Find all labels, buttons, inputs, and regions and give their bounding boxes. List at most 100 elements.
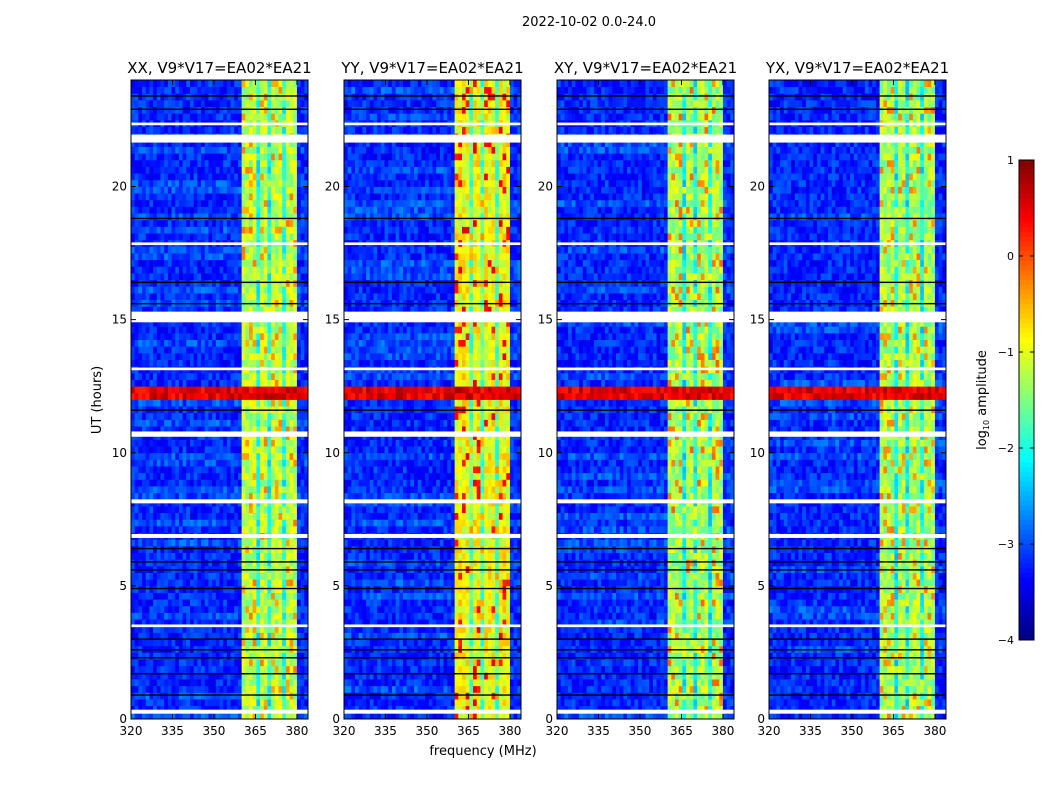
- heatmap-cell: [135, 260, 139, 267]
- heatmap-cell: [138, 220, 142, 227]
- heatmap-cell: [227, 127, 231, 134]
- heatmap-cell: [153, 506, 157, 513]
- heatmap-cell: [275, 173, 279, 180]
- heatmap-cell: [175, 187, 179, 194]
- heatmap-cell: [157, 333, 161, 340]
- heatmap-cell: [264, 546, 268, 553]
- heatmap-cell: [135, 333, 139, 340]
- heatmap-cell: [197, 393, 201, 400]
- heatmap-cell: [183, 266, 187, 273]
- heatmap-cell: [510, 686, 514, 693]
- heatmap-cell: [279, 326, 283, 333]
- heatmap-cell: [168, 326, 172, 333]
- heatmap-cell: [172, 439, 176, 446]
- heatmap-cell: [175, 479, 179, 486]
- heatmap-cell: [231, 266, 235, 273]
- heatmap-cell: [183, 573, 187, 580]
- heatmap-cell: [175, 486, 179, 493]
- heatmap-cell: [175, 586, 179, 593]
- heatmap-cell: [146, 153, 150, 160]
- heatmap-cell: [201, 193, 205, 200]
- heatmap-cell: [142, 459, 146, 466]
- heatmap-cell: [264, 593, 268, 600]
- heatmap-cell: [238, 486, 242, 493]
- heatmap-cell: [157, 187, 161, 194]
- heatmap-cell: [245, 473, 249, 480]
- heatmap-cell: [179, 666, 183, 673]
- heatmap-cell: [231, 613, 235, 620]
- heatmap-cell: [286, 459, 290, 466]
- heatmap-cell: [392, 679, 396, 686]
- heatmap-cell: [381, 679, 385, 686]
- heatmap-cell: [301, 699, 305, 706]
- heatmap-cell: [190, 446, 194, 453]
- heatmap-cell: [264, 260, 268, 267]
- heatmap-cell: [208, 699, 212, 706]
- heatmap-cell: [194, 280, 198, 287]
- heatmap-cell: [447, 686, 451, 693]
- heatmap-cell: [201, 573, 205, 580]
- heatmap-cell: [157, 346, 161, 353]
- heatmap-cell: [149, 613, 153, 620]
- heatmap-cell: [271, 273, 275, 280]
- heatmap-cell: [164, 393, 168, 400]
- heatmap-cell: [275, 386, 279, 393]
- heatmap-cell: [484, 692, 488, 699]
- heatmap-cell: [172, 167, 176, 174]
- heatmap-cell: [293, 473, 297, 480]
- heatmap-cell: [179, 659, 183, 666]
- heatmap-cell: [138, 326, 142, 333]
- heatmap-cell: [253, 539, 257, 546]
- heatmap-cell: [264, 180, 268, 187]
- heatmap-cell: [220, 699, 224, 706]
- heatmap-cell: [290, 473, 294, 480]
- heatmap-cell: [290, 493, 294, 500]
- heatmap-cell: [223, 593, 227, 600]
- heatmap-cell: [290, 506, 294, 513]
- heatmap-cell: [293, 686, 297, 693]
- heatmap-cell: [234, 113, 238, 120]
- heatmap-cell: [267, 326, 271, 333]
- suptitle: 2022-10-02 0.0-24.0: [522, 15, 656, 30]
- heatmap-cell: [253, 553, 257, 560]
- heatmap-cell: [279, 266, 283, 273]
- heatmap-cell: [212, 559, 216, 566]
- heatmap-cell: [135, 180, 139, 187]
- heatmap-cell: [249, 506, 253, 513]
- heatmap-cell: [190, 233, 194, 240]
- heatmap-cell: [172, 93, 176, 100]
- heatmap-cell: [275, 193, 279, 200]
- heatmap-cell: [164, 386, 168, 393]
- heatmap-cell: [212, 513, 216, 520]
- heatmap-cell: [149, 493, 153, 500]
- heatmap-cell: [201, 187, 205, 194]
- heatmap-cell: [168, 486, 172, 493]
- heatmap-cell: [297, 586, 301, 593]
- heatmap-cell: [275, 346, 279, 353]
- heatmap-cell: [149, 546, 153, 553]
- heatmap-cell: [290, 173, 294, 180]
- heatmap-cell: [264, 353, 268, 360]
- heatmap-cell: [344, 679, 348, 686]
- heatmap-cell: [362, 686, 366, 693]
- heatmap-cell: [286, 593, 290, 600]
- heatmap-cell: [223, 226, 227, 233]
- heatmap-cell: [282, 692, 286, 699]
- heatmap-cell: [297, 260, 301, 267]
- heatmap-cell: [286, 147, 290, 154]
- x-tick-label: 320: [120, 724, 143, 738]
- heatmap-cell: [172, 246, 176, 253]
- heatmap-cell: [168, 360, 172, 367]
- heatmap-cell: [301, 559, 305, 566]
- heatmap-cell: [208, 180, 212, 187]
- heatmap-cell: [227, 167, 231, 174]
- heatmap-cell: [256, 107, 260, 114]
- heatmap-cell: [290, 573, 294, 580]
- heatmap-cell: [290, 253, 294, 260]
- heatmap-cell: [249, 226, 253, 233]
- heatmap-cell: [223, 419, 227, 426]
- heatmap-cell: [216, 193, 220, 200]
- heatmap-cell: [238, 506, 242, 513]
- heatmap-cell: [234, 593, 238, 600]
- heatmap-cell: [194, 87, 198, 94]
